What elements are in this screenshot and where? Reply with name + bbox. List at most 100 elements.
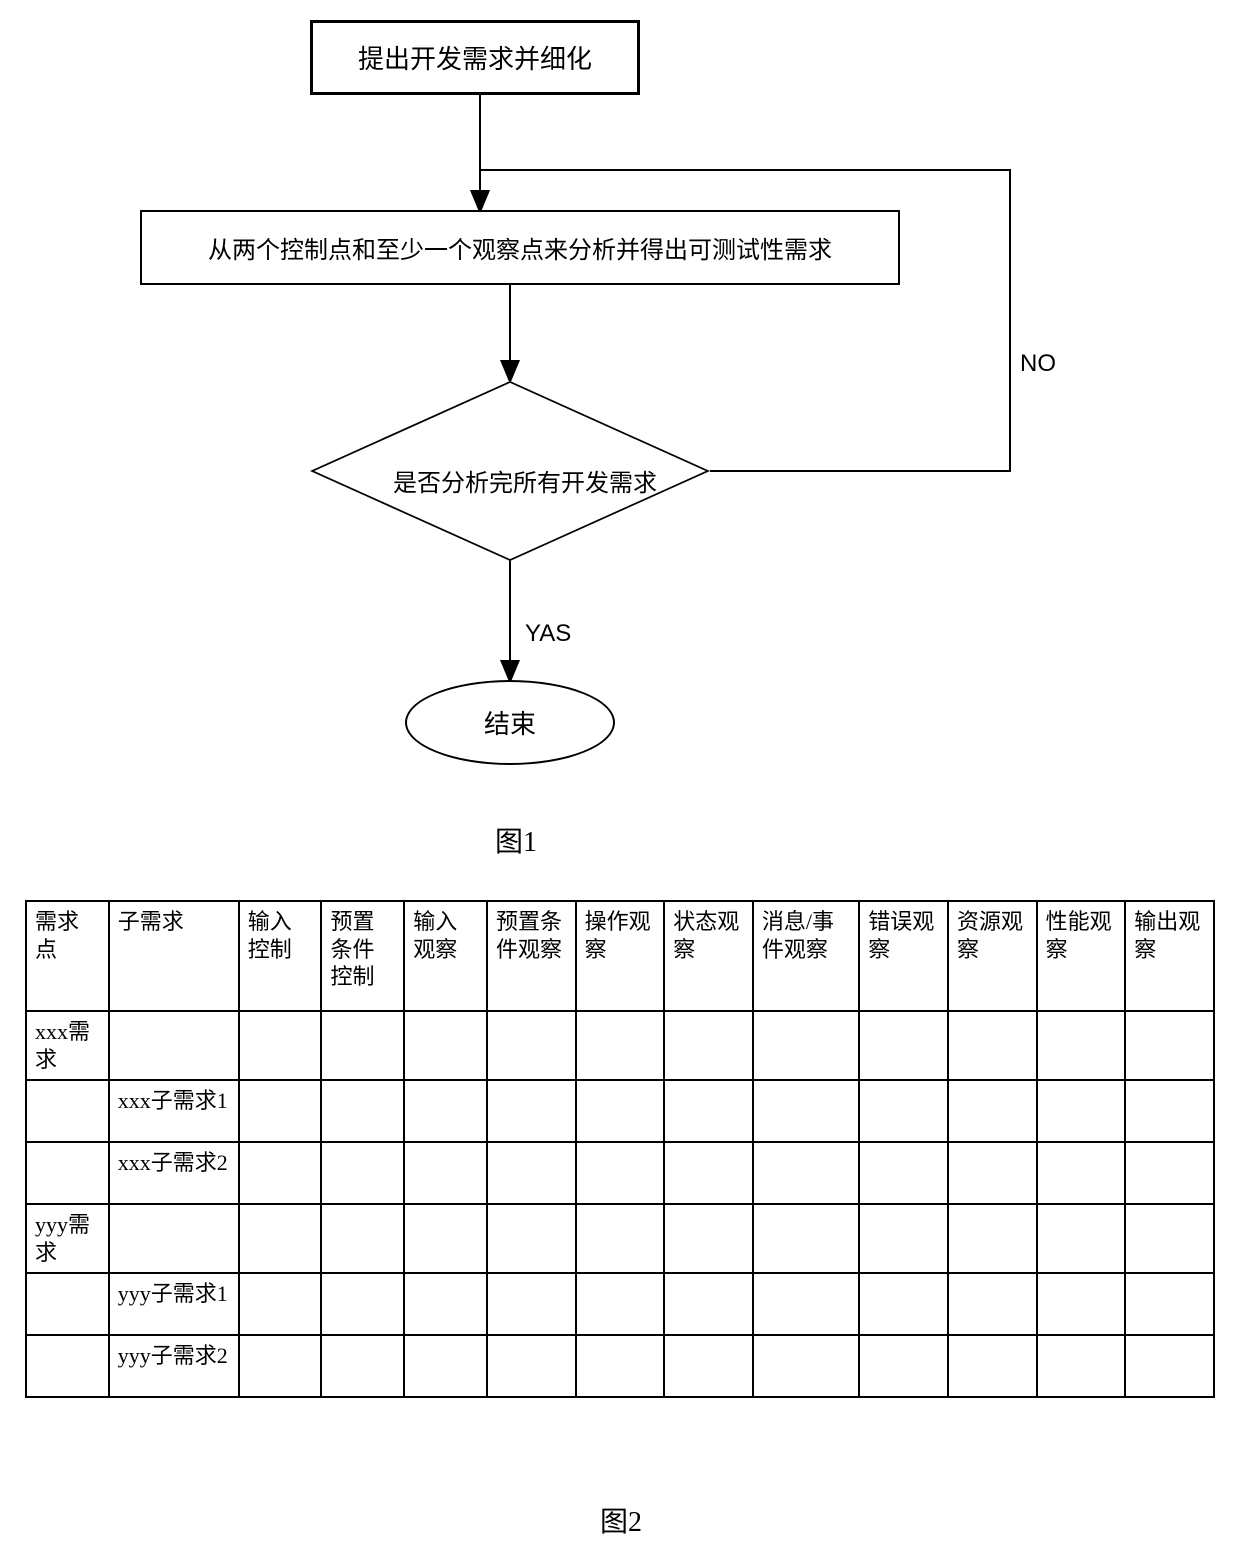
table-cell bbox=[239, 1273, 322, 1335]
table-cell bbox=[859, 1142, 948, 1204]
table-cell bbox=[487, 1080, 576, 1142]
edge-label-yes: YAS bbox=[525, 620, 571, 648]
table-cell bbox=[404, 1080, 487, 1142]
table-cell bbox=[1125, 1080, 1214, 1142]
table-cell bbox=[1037, 1204, 1126, 1273]
table-cell bbox=[576, 1080, 665, 1142]
table-row: xxx需求 bbox=[26, 1011, 1214, 1080]
table-cell bbox=[859, 1273, 948, 1335]
table-header-cell: 子需求 bbox=[109, 901, 239, 1011]
requirements-table: 需求点子需求输入控制预置条件控制输入观察预置条件观察操作观察状态观察消息/事件观… bbox=[25, 900, 1215, 1398]
table-header-cell: 错误观察 bbox=[859, 901, 948, 1011]
table-header-cell: 资源观察 bbox=[948, 901, 1037, 1011]
table-row: xxx子需求1 bbox=[26, 1080, 1214, 1142]
table-cell bbox=[576, 1142, 665, 1204]
table-cell bbox=[859, 1335, 948, 1397]
table-cell bbox=[321, 1204, 404, 1273]
table-cell bbox=[664, 1080, 753, 1142]
table-cell bbox=[948, 1335, 1037, 1397]
table-cell bbox=[487, 1335, 576, 1397]
table-cell bbox=[487, 1204, 576, 1273]
table-cell bbox=[404, 1142, 487, 1204]
table-cell: yyy需求 bbox=[26, 1204, 109, 1273]
table-cell bbox=[1125, 1204, 1214, 1273]
table-cell bbox=[404, 1273, 487, 1335]
table-cell: xxx需求 bbox=[26, 1011, 109, 1080]
table-cell bbox=[859, 1011, 948, 1080]
table-row: yyy子需求1 bbox=[26, 1273, 1214, 1335]
table-cell bbox=[1125, 1011, 1214, 1080]
table-cell bbox=[753, 1335, 859, 1397]
table-cell bbox=[1125, 1335, 1214, 1397]
table-cell bbox=[1037, 1080, 1126, 1142]
table-cell bbox=[859, 1204, 948, 1273]
table-cell bbox=[664, 1011, 753, 1080]
table-cell bbox=[753, 1273, 859, 1335]
table-cell bbox=[321, 1142, 404, 1204]
table-header-cell: 预置条件控制 bbox=[321, 901, 404, 1011]
table-cell bbox=[948, 1011, 1037, 1080]
table-cell bbox=[321, 1273, 404, 1335]
table-cell bbox=[1037, 1273, 1126, 1335]
table-cell bbox=[404, 1204, 487, 1273]
table-header-cell: 需求点 bbox=[26, 901, 109, 1011]
table-cell bbox=[664, 1142, 753, 1204]
table-row: xxx子需求2 bbox=[26, 1142, 1214, 1204]
table-header-cell: 操作观察 bbox=[576, 901, 665, 1011]
table-cell bbox=[664, 1335, 753, 1397]
analyze-label: 从两个控制点和至少一个观察点来分析并得出可测试性需求 bbox=[208, 230, 832, 265]
table-cell bbox=[487, 1142, 576, 1204]
table-cell: xxx子需求2 bbox=[109, 1142, 239, 1204]
flowchart-node-decision bbox=[310, 381, 710, 561]
table-cell bbox=[109, 1011, 239, 1080]
table-cell bbox=[753, 1080, 859, 1142]
flowchart-node-end: 结束 bbox=[405, 680, 615, 765]
table-cell bbox=[753, 1011, 859, 1080]
table-cell bbox=[404, 1335, 487, 1397]
figure-1-caption: 图1 bbox=[495, 820, 537, 860]
table-cell bbox=[26, 1273, 109, 1335]
table-cell bbox=[576, 1204, 665, 1273]
start-label: 提出开发需求并细化 bbox=[358, 39, 592, 76]
table-cell bbox=[576, 1011, 665, 1080]
table-cell bbox=[753, 1142, 859, 1204]
table-cell bbox=[321, 1080, 404, 1142]
table-cell bbox=[948, 1204, 1037, 1273]
flowchart-node-start: 提出开发需求并细化 bbox=[310, 20, 640, 95]
table-header-cell: 性能观察 bbox=[1037, 901, 1126, 1011]
end-label: 结束 bbox=[484, 704, 536, 741]
table-cell bbox=[26, 1080, 109, 1142]
table-cell bbox=[487, 1011, 576, 1080]
table-cell bbox=[664, 1273, 753, 1335]
figure-canvas: 提出开发需求并细化 从两个控制点和至少一个观察点来分析并得出可测试性需求 是否分… bbox=[0, 0, 1240, 1555]
table-cell bbox=[404, 1011, 487, 1080]
table-cell bbox=[948, 1080, 1037, 1142]
table-row: yyy需求 bbox=[26, 1204, 1214, 1273]
table-header-cell: 输出观察 bbox=[1125, 901, 1214, 1011]
table-header-row: 需求点子需求输入控制预置条件控制输入观察预置条件观察操作观察状态观察消息/事件观… bbox=[26, 901, 1214, 1011]
table-cell bbox=[239, 1142, 322, 1204]
table-cell: yyy子需求2 bbox=[109, 1335, 239, 1397]
table-cell bbox=[1037, 1142, 1126, 1204]
table-cell bbox=[1125, 1273, 1214, 1335]
table-cell bbox=[321, 1011, 404, 1080]
table-header-cell: 消息/事件观察 bbox=[753, 901, 859, 1011]
table-row: yyy子需求2 bbox=[26, 1335, 1214, 1397]
table-cell bbox=[487, 1273, 576, 1335]
table-cell bbox=[109, 1204, 239, 1273]
table-cell bbox=[1125, 1142, 1214, 1204]
table-header-cell: 状态观察 bbox=[664, 901, 753, 1011]
table-cell bbox=[26, 1335, 109, 1397]
table-cell bbox=[859, 1080, 948, 1142]
table-cell bbox=[239, 1080, 322, 1142]
table-header-cell: 预置条件观察 bbox=[487, 901, 576, 1011]
table-cell bbox=[948, 1142, 1037, 1204]
table-header-cell: 输入观察 bbox=[404, 901, 487, 1011]
table-cell: yyy子需求1 bbox=[109, 1273, 239, 1335]
table-cell bbox=[948, 1273, 1037, 1335]
table-cell bbox=[753, 1204, 859, 1273]
table-cell bbox=[1037, 1335, 1126, 1397]
table-cell bbox=[321, 1335, 404, 1397]
table-cell bbox=[26, 1142, 109, 1204]
table-cell bbox=[239, 1011, 322, 1080]
